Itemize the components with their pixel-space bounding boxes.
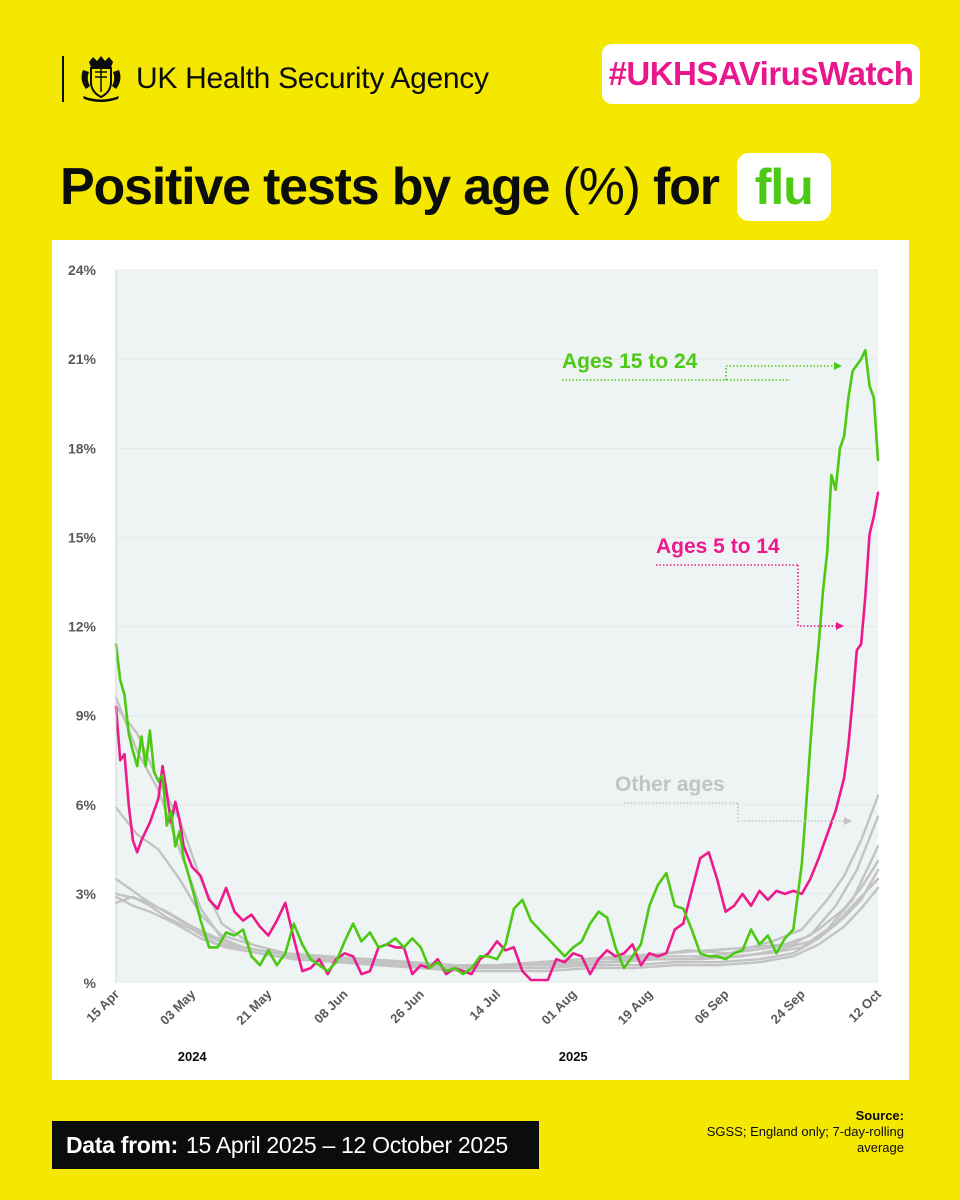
x-tick-label: 15 Apr [83, 987, 122, 1026]
agency-header: UK Health Security Agency [62, 54, 489, 104]
leader-line-15-24 [725, 365, 835, 380]
x-tick-label: 26 Jun [387, 986, 427, 1026]
royal-crest-icon [81, 56, 121, 102]
series-lines [114, 348, 880, 982]
year-label: 2024 [178, 1049, 208, 1064]
arrowhead-icon [836, 622, 844, 630]
arrowhead-icon [834, 362, 842, 370]
x-tick-label: 24 Sep [768, 986, 808, 1026]
x-tick-label: 14 Jul [466, 987, 503, 1024]
hashtag-badge: #UKHSAVirusWatch [602, 44, 920, 104]
x-tick-label: 03 May [157, 986, 199, 1028]
series-label-5-14: Ages 5 to 14 [656, 535, 780, 558]
x-tick-label: 12 Oct [845, 986, 884, 1025]
data-range-banner: Data from: 15 April 2025 – 12 October 20… [52, 1121, 539, 1169]
annotations: Ages 15 to 24 Ages 5 to 14 Other ages [562, 350, 852, 825]
source-text: SGSS; England only; 7-day-rolling averag… [706, 1124, 904, 1155]
agency-name: UK Health Security Agency [136, 62, 489, 95]
chart-panel: % 3% 6% 9% 12% 15% 18% 21% 24% 15 Apr 03 May 21 May… [52, 240, 909, 1080]
page-title: Positive tests by age (%) for flu [60, 152, 831, 222]
y-tick-label: 18% [68, 440, 97, 456]
leader-line-5-14 [797, 565, 837, 627]
x-tick-label: 21 May [233, 986, 275, 1028]
logo-divider [62, 56, 64, 102]
y-tick-label: 21% [68, 351, 97, 367]
arrowhead-icon [844, 817, 852, 825]
title-connector: for [653, 158, 720, 216]
series-line-other [114, 877, 880, 967]
leader-line-other [737, 803, 845, 822]
y-tick-label: 6% [76, 797, 97, 813]
x-tick-label: 19 Aug [615, 986, 656, 1027]
title-main: Positive tests by age [60, 158, 550, 216]
x-tick-label: 06 Sep [691, 986, 731, 1026]
x-tick-label: 08 Jun [311, 986, 351, 1026]
title-unit: (%) [562, 158, 641, 216]
data-range-value: 15 April 2025 – 12 October 2025 [186, 1131, 508, 1158]
source-title: Source: [855, 1108, 904, 1123]
series-label-other: Other ages [615, 773, 725, 796]
series-label-15-24: Ages 15 to 24 [562, 350, 698, 373]
y-tick-label: 15% [68, 529, 97, 545]
gridlines [116, 269, 878, 895]
source-note: Source: SGSS; England only; 7-day-rollin… [674, 1108, 904, 1156]
y-tick-label: 24% [68, 262, 97, 278]
x-tick-label: 01 Aug [538, 986, 579, 1027]
y-tick-label: 3% [76, 886, 97, 902]
title-text: Positive tests by age (%) for [60, 157, 720, 217]
y-tick-label: % [84, 975, 97, 991]
line-chart: % 3% 6% 9% 12% 15% 18% 21% 24% 15 Apr 03 May 21 May… [68, 262, 885, 1064]
series-line-other [114, 845, 880, 970]
series-line-15-24 [114, 348, 880, 976]
year-label: 2025 [559, 1049, 588, 1064]
y-tick-label: 12% [68, 619, 97, 635]
virus-badge: flu [736, 153, 831, 221]
data-range-label: Data from: [66, 1131, 179, 1158]
series-line-other [114, 886, 880, 973]
series-line-5-14 [114, 491, 880, 982]
y-tick-label: 9% [76, 708, 97, 724]
